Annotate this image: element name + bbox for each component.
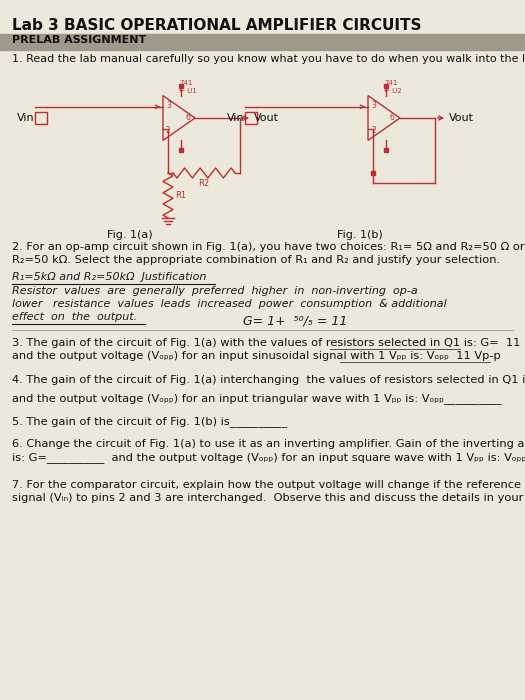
- Bar: [0, 34, 525, 50]
- Text: signal (Vᵢₙ) to pins 2 and 3 are interchanged.  Observe this and discuss the det: signal (Vᵢₙ) to pins 2 and 3 are interch…: [12, 493, 525, 503]
- Text: 6: 6: [390, 113, 395, 122]
- Text: Vin: Vin: [227, 113, 245, 123]
- Bar: [245, 112, 257, 124]
- Text: R1: R1: [175, 191, 186, 200]
- Text: 6: 6: [185, 113, 190, 122]
- Text: R₂=50 kΩ. Select the appropriate combination of R₁ and R₂ and justify your selec: R₂=50 kΩ. Select the appropriate combina…: [12, 255, 500, 265]
- Text: Fig. 1(a): Fig. 1(a): [107, 230, 153, 240]
- Text: 3. The gain of the circuit of Fig. 1(a) with the values of resistors selected in: 3. The gain of the circuit of Fig. 1(a) …: [12, 338, 520, 348]
- Text: Lab 3 BASIC OPERATIONAL AMPLIFIER CIRCUITS: Lab 3 BASIC OPERATIONAL AMPLIFIER CIRCUI…: [12, 18, 422, 33]
- Text: 7. For the comparator circuit, explain how the output voltage will change if the: 7. For the comparator circuit, explain h…: [12, 480, 525, 490]
- Text: lower   resistance  values  leads  increased  power  consumption  & additional: lower resistance values leads increased …: [12, 299, 447, 309]
- Text: 741: 741: [179, 80, 192, 85]
- Text: PRELAB ASSIGNMENT: PRELAB ASSIGNMENT: [12, 35, 146, 45]
- Text: 2: 2: [371, 126, 376, 134]
- Text: Resistor  values  are  generally  preferred  higher  in  non-inverting  op-a: Resistor values are generally preferred …: [12, 286, 418, 296]
- Text: Vout: Vout: [254, 113, 279, 123]
- Text: 3: 3: [371, 102, 376, 111]
- Text: 6. Change the circuit of Fig. 1(a) to use it as an inverting amplifier. Gain of : 6. Change the circuit of Fig. 1(a) to us…: [12, 439, 525, 449]
- Text: 1. Read the lab manual carefully so you know what you have to do when you walk i: 1. Read the lab manual carefully so you …: [12, 54, 525, 64]
- Text: R₁=5kΩ and R₂=50kΩ  Justification: R₁=5kΩ and R₂=50kΩ Justification: [12, 272, 206, 282]
- Text: Fig. 1(b): Fig. 1(b): [337, 230, 383, 240]
- Text: and the output voltage (Vₒₚₚ) for an input triangular wave with 1 Vₚₚ is: Vₒₚₚ__: and the output voltage (Vₒₚₚ) for an inp…: [12, 393, 501, 404]
- Text: ← U2: ← U2: [384, 88, 402, 94]
- Text: effect  on  the  output.: effect on the output.: [12, 312, 137, 322]
- Text: ← U1: ← U1: [179, 88, 197, 94]
- Text: and the output voltage (Vₒₚₚ) for an input sinusoidal signal with 1 Vₚₚ is: Vₒₚₚ: and the output voltage (Vₒₚₚ) for an inp…: [12, 351, 501, 361]
- Text: 4. The gain of the circuit of Fig. 1(a) interchanging  the values of resistors s: 4. The gain of the circuit of Fig. 1(a) …: [12, 374, 525, 385]
- Text: 5. The gain of the circuit of Fig. 1(b) is__________: 5. The gain of the circuit of Fig. 1(b) …: [12, 416, 287, 427]
- Bar: [35, 112, 47, 124]
- Text: Vin: Vin: [17, 113, 35, 123]
- Text: 2: 2: [166, 126, 171, 134]
- Text: 3: 3: [166, 102, 171, 111]
- Text: 2. For an op-amp circuit shown in Fig. 1(a), you have two choices: R₁= 5Ω and R₂: 2. For an op-amp circuit shown in Fig. 1…: [12, 242, 525, 252]
- Text: 741: 741: [384, 80, 397, 85]
- Text: G= 1+  ⁵⁰/₅ = 11: G= 1+ ⁵⁰/₅ = 11: [243, 314, 347, 327]
- Text: Vout: Vout: [449, 113, 474, 123]
- Text: R2: R2: [198, 179, 209, 188]
- Text: is: G=__________  and the output voltage (Vₒₚₚ) for an input square wave with 1 : is: G=__________ and the output voltage …: [12, 452, 525, 463]
